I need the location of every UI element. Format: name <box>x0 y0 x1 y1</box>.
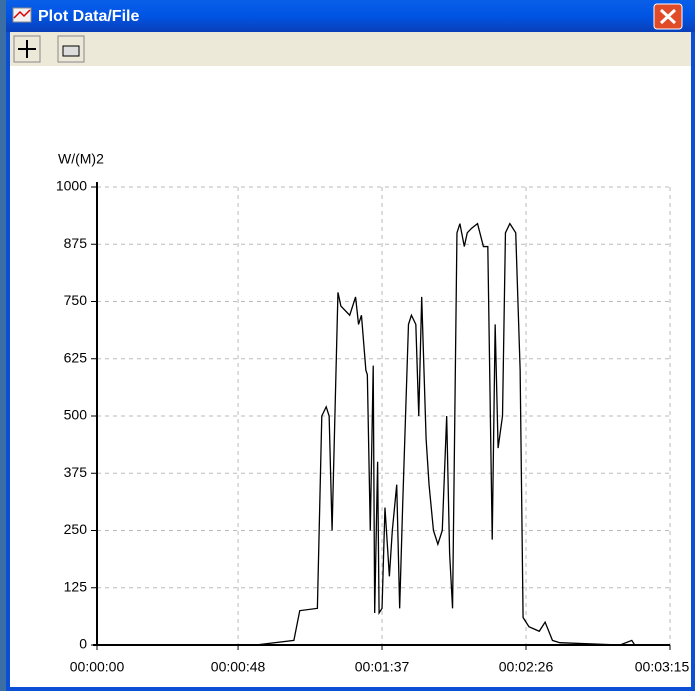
y-tick-label: 625 <box>64 349 88 365</box>
window-title: Plot Data/File <box>38 8 139 25</box>
y-tick-label: 1000 <box>56 178 87 194</box>
x-tick-label: 00:02:26 <box>499 659 554 675</box>
x-tick-label: 00:00:00 <box>70 659 125 675</box>
close-icon <box>659 8 677 25</box>
desktop-strip <box>0 0 10 691</box>
y-tick-label: 500 <box>64 407 88 423</box>
app-icon-line <box>13 9 31 19</box>
y-tick-label: 375 <box>64 464 88 480</box>
plot-panel <box>10 66 691 687</box>
y-tick-label: 750 <box>64 292 88 308</box>
y-tick-label: 125 <box>64 578 88 594</box>
x-tick-label: 00:01:37 <box>355 659 410 675</box>
toolbar <box>10 32 691 66</box>
data-line <box>97 222 670 646</box>
x-tick-label: 00:00:48 <box>211 659 266 675</box>
print-icon <box>62 45 80 57</box>
y-tick-label: 875 <box>64 235 88 251</box>
title-bar <box>6 0 695 32</box>
y-axis-label: W/(M)2 <box>58 151 104 167</box>
y-tick-label: 250 <box>64 521 88 537</box>
fit-icon <box>18 40 36 58</box>
y-tick-label: 0 <box>79 636 87 652</box>
x-tick-label: 00:03:15 <box>635 659 690 675</box>
